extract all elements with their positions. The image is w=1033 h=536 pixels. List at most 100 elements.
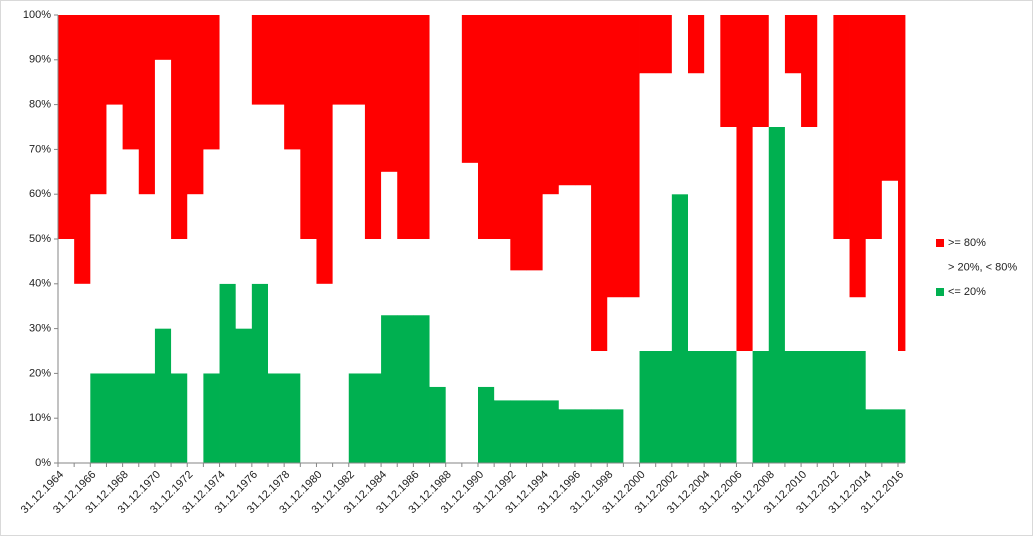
- area-segment: [558, 15, 576, 186]
- area-segment: [413, 239, 430, 316]
- area-segment: [332, 15, 350, 105]
- area-segment: [784, 73, 802, 352]
- area-segment: [688, 73, 705, 352]
- legend-swatch: [936, 239, 944, 247]
- area-segment: [219, 15, 237, 284]
- area-segment: [106, 104, 124, 374]
- area-segment: [526, 270, 544, 401]
- area-segment: [526, 15, 544, 271]
- area-segment: [865, 409, 883, 463]
- area-segment: [203, 373, 220, 463]
- area-segment: [510, 270, 527, 401]
- legend-swatch: [936, 288, 944, 296]
- area-segment: [704, 351, 721, 463]
- area-segment: [364, 373, 382, 463]
- area-segment: [865, 239, 883, 410]
- area-segment: [74, 283, 91, 463]
- area-segment: [752, 351, 770, 463]
- area-segment: [607, 409, 624, 463]
- area-segment: [381, 315, 398, 463]
- area-segment: [898, 351, 906, 410]
- area-segment: [203, 149, 220, 374]
- area-segment: [574, 15, 592, 186]
- area-segment: [138, 15, 156, 195]
- y-tick-label: 10%: [29, 412, 51, 424]
- legend-label: >= 80%: [948, 237, 986, 249]
- area-segment: [154, 328, 172, 463]
- area-segment: [542, 194, 560, 401]
- area-segment: [881, 15, 899, 181]
- area-segment: [898, 15, 906, 351]
- y-tick-label: 100%: [23, 9, 51, 21]
- area-segment: [655, 73, 673, 352]
- area-segment: [461, 162, 479, 463]
- area-segment: [316, 283, 334, 463]
- area-segment: [801, 15, 818, 127]
- area-segment: [655, 351, 673, 463]
- area-segment: [542, 400, 560, 463]
- area-segment: [397, 315, 414, 463]
- area-segment: [623, 15, 640, 298]
- area-segment: [784, 15, 802, 74]
- area-segment: [817, 15, 834, 351]
- area-segment: [445, 15, 463, 463]
- area-segment: [122, 373, 140, 463]
- area-segment: [187, 194, 204, 463]
- area-segment: [720, 127, 737, 351]
- area-segment: [413, 315, 430, 463]
- area-segment: [284, 15, 301, 150]
- area-segment: [381, 15, 398, 172]
- area-segment: [171, 373, 188, 463]
- area-segment: [639, 15, 657, 74]
- area-segment: [574, 409, 592, 463]
- area-segment: [671, 15, 689, 195]
- area-segment: [348, 104, 366, 374]
- area-segment: [154, 59, 172, 329]
- area-segment: [591, 409, 608, 463]
- area-segment: [526, 400, 544, 463]
- area-segment: [74, 15, 91, 284]
- area-segment: [607, 297, 624, 410]
- area-segment: [688, 15, 705, 74]
- y-tick-label: 20%: [29, 367, 51, 379]
- area-segment: [801, 127, 818, 351]
- area-segment: [122, 149, 140, 374]
- area-segment: [251, 104, 269, 284]
- area-segment: [768, 15, 786, 127]
- area-segment: [833, 351, 850, 463]
- area-segment: [591, 15, 608, 351]
- area-segment: [833, 15, 850, 239]
- area-segment: [833, 239, 850, 351]
- area-segment: [736, 15, 754, 351]
- area-segment: [494, 15, 511, 239]
- area-segment: [106, 373, 124, 463]
- area-segment: [90, 194, 107, 374]
- area-segment: [235, 15, 253, 329]
- area-segment: [316, 15, 334, 284]
- area-segment: [219, 283, 237, 463]
- area-segment: [90, 15, 107, 195]
- area-segment: [300, 15, 317, 239]
- legend-label: <= 20%: [948, 286, 986, 298]
- area-segment: [639, 73, 657, 352]
- area-segment: [817, 351, 834, 463]
- legend-swatch: [936, 263, 944, 272]
- area-segment: [801, 351, 818, 463]
- y-tick-label: 90%: [29, 54, 51, 66]
- area-segment: [90, 373, 107, 463]
- area-segment: [881, 180, 899, 410]
- area-segment: [478, 386, 495, 463]
- area-segment: [671, 194, 689, 463]
- area-segment: [138, 194, 156, 374]
- area-segment: [784, 351, 802, 463]
- area-segment: [639, 351, 657, 463]
- area-segment: [849, 15, 867, 298]
- area-segment: [607, 15, 624, 298]
- area-segment: [510, 400, 527, 463]
- y-tick-label: 60%: [29, 188, 51, 200]
- area-segment: [542, 15, 560, 195]
- area-segment: [461, 15, 479, 163]
- area-segment: [881, 409, 899, 463]
- area-segment: [332, 104, 350, 463]
- y-tick-label: 0%: [35, 457, 51, 469]
